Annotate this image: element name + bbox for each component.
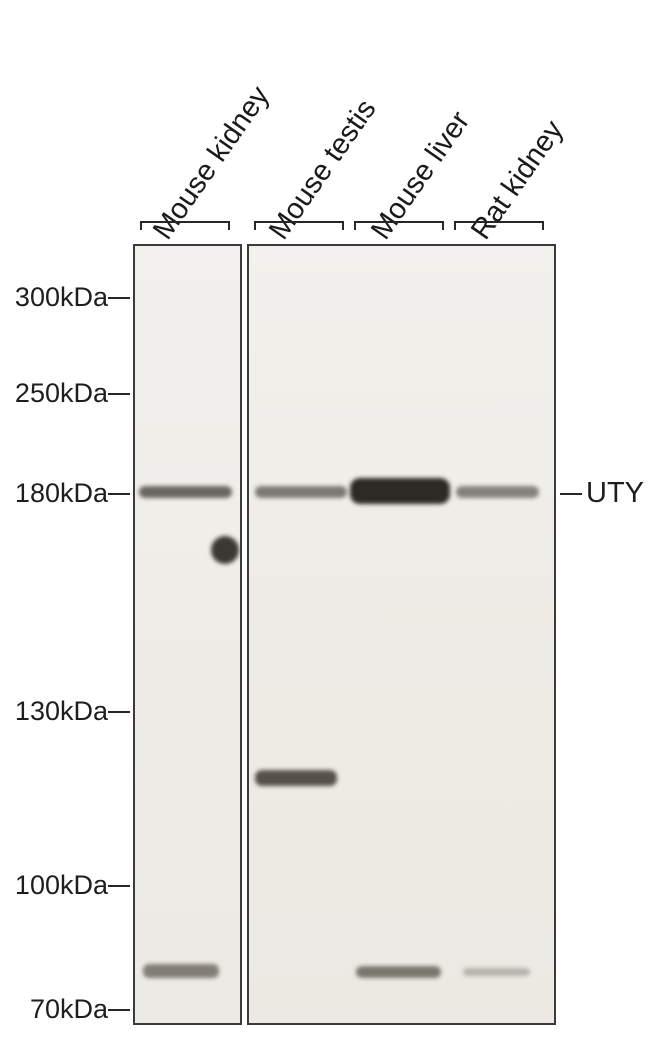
band-lane4-low	[463, 968, 530, 976]
band-lane1-low	[143, 964, 219, 978]
mw-label-text: 180kDa	[15, 478, 108, 508]
mw-label-text: 70kDa	[30, 994, 108, 1024]
mw-tick-100	[108, 885, 130, 887]
mw-label-130: 130kDa	[15, 696, 108, 727]
lane-bracket-4	[454, 221, 544, 230]
band-lane3-uty	[350, 478, 451, 504]
blot-background	[249, 246, 554, 1023]
mw-tick-180	[108, 493, 130, 495]
mw-tick-250	[108, 393, 130, 395]
protein-label: UTY	[586, 477, 644, 510]
mw-tick-70	[108, 1009, 130, 1011]
spot-lane1	[211, 536, 239, 564]
band-lane1-uty	[139, 486, 231, 498]
band-lane2-uty	[255, 486, 347, 498]
mw-tick-300	[108, 297, 130, 299]
mw-label-text: 100kDa	[15, 870, 108, 900]
mw-label-text: 130kDa	[15, 696, 108, 726]
lane-bracket-3	[354, 221, 444, 230]
protein-tick	[560, 493, 582, 495]
mw-label-300: 300kDa	[15, 282, 108, 313]
mw-label-250: 250kDa	[15, 378, 108, 409]
mw-label-100: 100kDa	[15, 870, 108, 901]
protein-label-text: UTY	[586, 477, 644, 509]
band-lane2-mid	[255, 770, 337, 786]
band-lane4-uty	[456, 486, 538, 498]
band-lane3-low	[356, 966, 441, 978]
mw-label-70: 70kDa	[30, 994, 108, 1025]
blot-panel-1	[133, 244, 242, 1025]
western-blot-figure: Mouse kidney Mouse testis Mouse liver Ra…	[0, 0, 650, 1048]
mw-label-180: 180kDa	[15, 478, 108, 509]
blot-panel-2	[247, 244, 556, 1025]
blot-background	[135, 246, 240, 1023]
mw-label-text: 250kDa	[15, 378, 108, 408]
lane-bracket-1	[140, 221, 230, 230]
mw-tick-130	[108, 711, 130, 713]
mw-label-text: 300kDa	[15, 282, 108, 312]
lane-bracket-2	[254, 221, 344, 230]
